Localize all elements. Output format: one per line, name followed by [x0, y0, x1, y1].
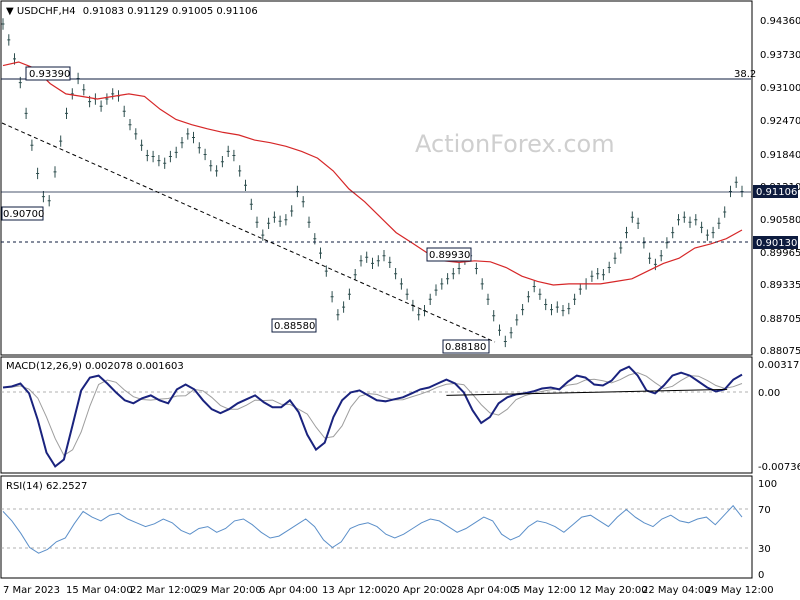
- moving-average-line: [2, 61, 743, 286]
- rsi-tick: 0: [758, 570, 764, 581]
- time-tick: 29 Mar 20:00: [195, 585, 262, 596]
- support-price-value: 0.90130: [756, 238, 797, 249]
- rsi-line: [2, 504, 743, 554]
- macd-tick: -0.007361: [758, 462, 800, 473]
- rsi-tick: 30: [758, 544, 771, 555]
- price-tick: 0.91840: [760, 150, 800, 161]
- support-price-tag: [753, 236, 798, 249]
- descending-trendline: [1, 122, 496, 343]
- time-tick: 29 May 12:00: [705, 585, 774, 596]
- price-tick: 0.90580: [760, 215, 800, 226]
- macd-label: MACD(12,26,9) 0.002078 0.001603: [6, 361, 184, 372]
- time-tick: 28 Apr 04:00: [451, 585, 516, 596]
- time-tick: 13 Apr 12:00: [322, 585, 387, 596]
- macd-signal-line: [2, 372, 743, 457]
- macd-tick: 0.003178: [758, 360, 800, 371]
- watermark: ActionForex.com: [415, 130, 615, 158]
- price-panel: [0, 0, 753, 356]
- rsi-tick: 70: [758, 505, 771, 516]
- callout-label: 0.88580: [274, 321, 315, 332]
- price-axis: 0.94360 0.93730 0.93100 0.92470 0.91840 …: [753, 16, 800, 357]
- callout-label: 0.93390: [29, 69, 70, 80]
- rsi-tick: 100: [758, 479, 777, 490]
- macd-axis: 0.003178 0.00 -0.007361: [758, 360, 800, 473]
- callout-box: [442, 339, 490, 354]
- macd-line: [2, 365, 743, 468]
- macd-panel: [0, 356, 753, 474]
- price-tick: 0.88705: [760, 314, 800, 325]
- fib-label: 38.2: [734, 69, 756, 80]
- macd-tick: 0.00: [758, 388, 780, 399]
- price-tick: 0.89335: [760, 280, 800, 291]
- time-tick: 7 Mar 2023: [3, 585, 60, 596]
- current-price-tag: [753, 185, 798, 198]
- callout-box: [25, 66, 71, 81]
- callout-box: [426, 247, 472, 262]
- time-tick: 22 May 04:00: [642, 585, 711, 596]
- dropdown-arrow-icon: ▼: [6, 6, 14, 17]
- time-tick: 12 May 20:00: [579, 585, 648, 596]
- current-price-value: 0.91106: [756, 187, 797, 198]
- time-tick: 6 Apr 04:00: [259, 585, 318, 596]
- symbol-label: USDCHF,H4: [17, 6, 76, 17]
- price-tick: 0.92470: [760, 116, 800, 127]
- rsi-label: RSI(14) 62.2527: [6, 481, 87, 492]
- callout-box: [271, 318, 317, 333]
- rsi-axis: 100 70 30 0: [758, 479, 777, 581]
- callout-label: 0.90700: [3, 209, 44, 220]
- callout-box: [1, 206, 44, 221]
- time-tick: 22 Mar 12:00: [130, 585, 197, 596]
- macd-trendline: [446, 388, 728, 396]
- price-tick: 0.93100: [760, 83, 800, 94]
- price-tick: 0.89965: [760, 248, 800, 259]
- time-tick: 5 May 12:00: [514, 585, 576, 596]
- time-tick: 15 Mar 04:00: [66, 585, 133, 596]
- rsi-panel: [0, 475, 753, 579]
- price-tick: 0.88075: [760, 346, 800, 357]
- chart-title: ▼ USDCHF,H4 0.91083 0.91129 0.91005 0.91…: [6, 6, 258, 17]
- ohlc-values: 0.91083 0.91129 0.91005 0.91106: [83, 6, 258, 17]
- time-axis: 7 Mar 2023 15 Mar 04:00 22 Mar 12:00 29 …: [3, 585, 774, 596]
- time-tick: 20 Apr 20:00: [387, 585, 452, 596]
- price-tick: 0.94360: [760, 16, 800, 27]
- callout-label: 0.88180: [445, 342, 486, 353]
- price-tick: 0.93730: [760, 50, 800, 61]
- callout-label: 0.89930: [429, 250, 470, 261]
